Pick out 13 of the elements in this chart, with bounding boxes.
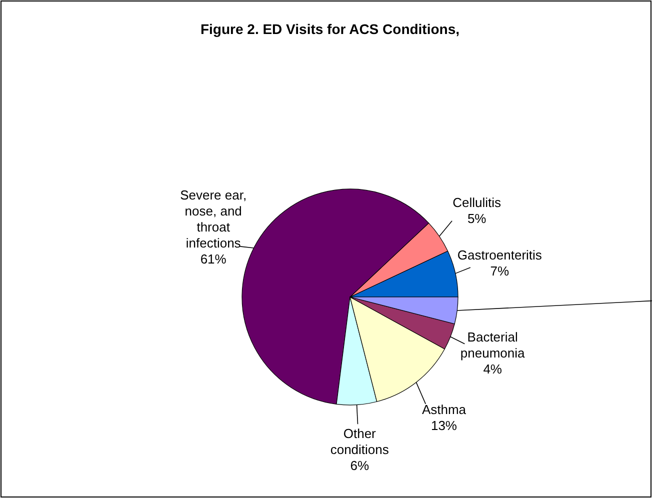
slice-label: Other conditions — [330, 426, 390, 458]
data-label: 61% — [200, 251, 227, 266]
slice-label: Asthma — [422, 402, 467, 418]
data-label: 4% — [483, 361, 502, 376]
data-label: 7% — [490, 264, 510, 279]
data-label: 5% — [467, 210, 487, 226]
slice-label: Bacterial pneumonia — [460, 329, 526, 360]
data-label: 13% — [430, 418, 458, 434]
slice-label: Cellulitis — [452, 194, 502, 210]
data-label: 6% — [350, 458, 370, 474]
chart-title: Figure 2. ED Visits for ACS Conditions, — [200, 21, 460, 37]
slice-label: Gastroenteritis — [457, 248, 542, 263]
slice-label: Severe ear, nose, and throat infections — [180, 187, 247, 250]
